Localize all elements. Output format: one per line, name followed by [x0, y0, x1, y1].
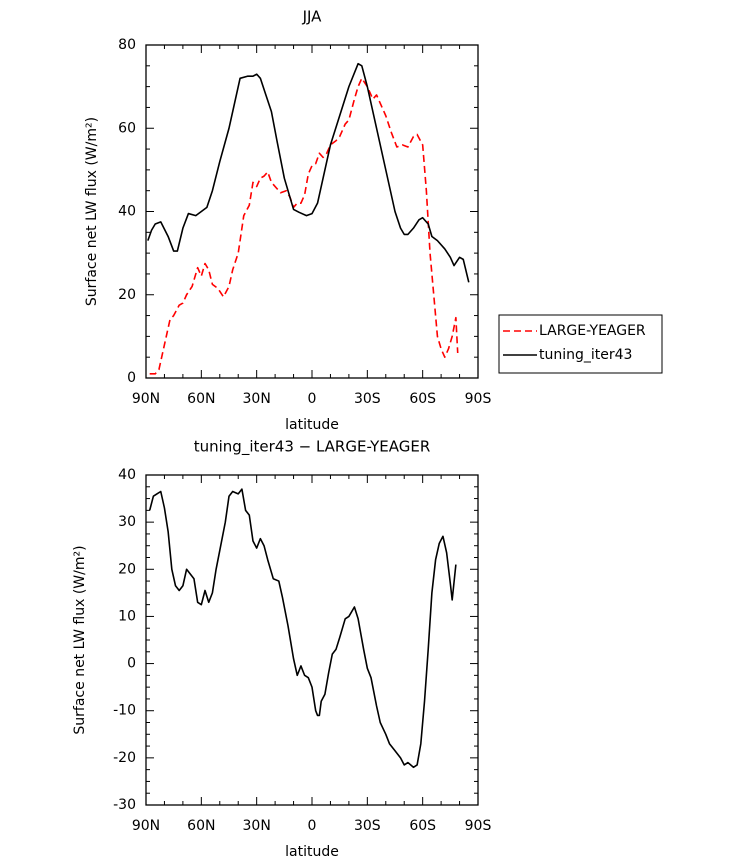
chart-title: tuning_iter43 − LARGE-YEAGER: [194, 438, 431, 457]
x-tick-label: 0: [308, 391, 317, 407]
legend-label: tuning_iter43: [539, 347, 632, 363]
y-tick-label: -30: [113, 797, 136, 813]
x-tick-label: 60N: [187, 818, 215, 834]
y-tick-label: 0: [127, 370, 136, 386]
x-tick-label: 90S: [465, 391, 492, 407]
y-axis-label: Surface net LW flux (W/m²): [72, 545, 88, 734]
x-tick-label: 60N: [187, 391, 215, 407]
series-line: [147, 62, 470, 283]
x-tick-label: 60S: [409, 818, 436, 834]
x-tick-label: 30N: [243, 818, 271, 834]
y-tick-label: 40: [118, 204, 136, 220]
y-tick-label: 60: [118, 120, 136, 136]
y-tick-label: 20: [118, 287, 136, 303]
x-tick-label: 60S: [409, 391, 436, 407]
y-tick-label: 40: [118, 467, 136, 483]
x-tick-label: 90N: [132, 391, 160, 407]
y-tick-label: 80: [118, 37, 136, 53]
x-tick-label: 90N: [132, 818, 160, 834]
y-tick-label: -20: [113, 750, 136, 766]
y-tick-label: 30: [118, 514, 136, 530]
x-axis-label: latitude: [285, 844, 339, 860]
legend-box: [498, 314, 663, 374]
x-tick-label: 30S: [354, 818, 381, 834]
plot-frame: [145, 474, 479, 806]
x-tick-label: 30N: [243, 391, 271, 407]
plot-frame: [145, 44, 479, 379]
y-tick-label: 0: [127, 656, 136, 672]
series-line: [148, 488, 457, 769]
series-line: [149, 77, 459, 375]
legend-label: LARGE-YEAGER: [539, 323, 646, 339]
x-tick-label: 0: [308, 818, 317, 834]
y-tick-label: -10: [113, 703, 136, 719]
y-tick-label: 10: [118, 608, 136, 624]
x-axis-label: latitude: [285, 417, 339, 433]
y-tick-label: 20: [118, 561, 136, 577]
y-axis-label: Surface net LW flux (W/m²): [84, 117, 100, 306]
x-tick-label: 30S: [354, 391, 381, 407]
x-tick-label: 90S: [465, 818, 492, 834]
chart-title: JJA: [302, 8, 323, 26]
